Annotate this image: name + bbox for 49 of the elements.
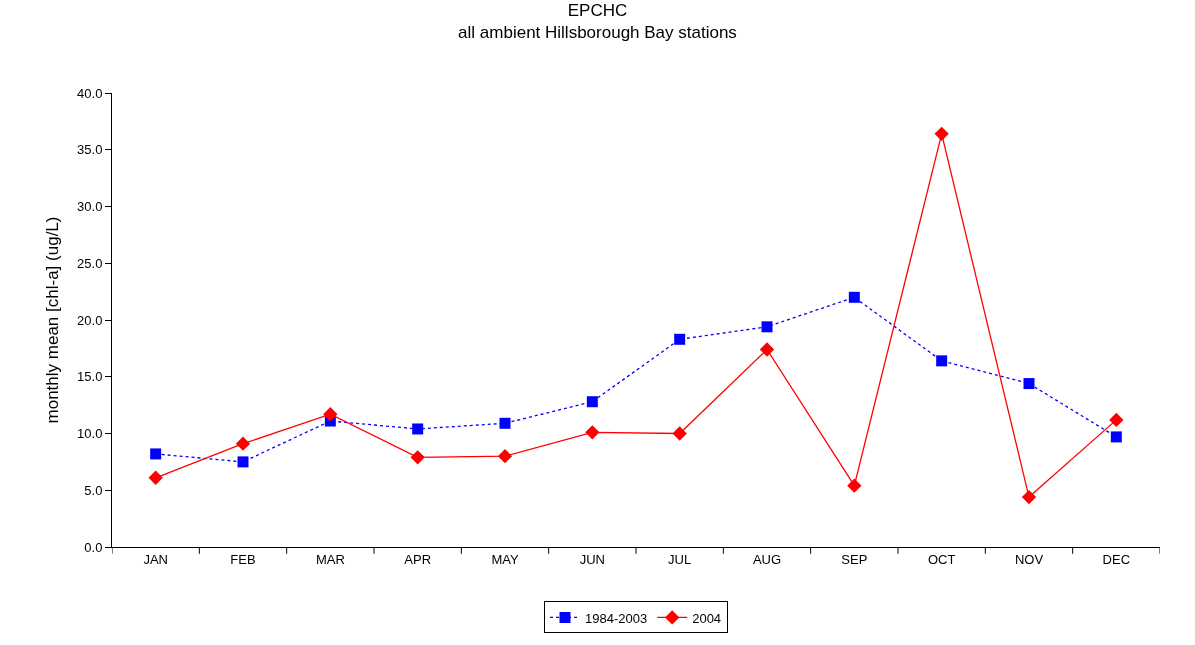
legend-label: 2004 xyxy=(692,610,722,626)
y-tick-label: 20.0 xyxy=(77,312,103,328)
x-tick-label: DEC xyxy=(1102,551,1131,567)
point xyxy=(237,456,249,468)
y-tick-label: 25.0 xyxy=(77,255,103,271)
point xyxy=(412,423,424,435)
point xyxy=(848,291,860,303)
point xyxy=(1021,489,1037,505)
y-tick-label: 5.0 xyxy=(84,482,103,498)
y-tick-label: 35.0 xyxy=(77,142,103,158)
x-tick-label: SEP xyxy=(841,551,868,567)
point xyxy=(674,333,686,345)
x-tick-label: JUN xyxy=(579,551,605,567)
x-tick-label: APR xyxy=(404,551,432,567)
point xyxy=(499,417,511,429)
point xyxy=(847,478,862,493)
point xyxy=(672,426,687,441)
y-tick-label: 15.0 xyxy=(77,369,103,385)
point xyxy=(585,425,600,440)
point xyxy=(410,450,425,465)
y-tick-label: 10.0 xyxy=(77,426,103,442)
x-tick-label: OCT xyxy=(927,551,956,567)
point xyxy=(148,470,163,485)
point xyxy=(1110,431,1122,443)
point xyxy=(235,436,251,451)
x-tick-label: AUG xyxy=(752,551,782,567)
legend-label: 1984-2003 xyxy=(585,610,648,626)
x-tick-label: JAN xyxy=(143,551,168,567)
point xyxy=(1023,378,1035,390)
chart-title: EPCHC xyxy=(567,1,628,21)
point xyxy=(936,355,948,367)
x-tick-label: NOV xyxy=(1014,551,1044,567)
x-tick-label: JUL xyxy=(668,551,692,567)
chart-subtitle: all ambient Hillsborough Bay stations xyxy=(458,23,737,43)
y-tick-label: 0.0 xyxy=(84,539,103,555)
y-tick-label: 30.0 xyxy=(77,199,103,215)
point xyxy=(150,448,162,460)
point xyxy=(1109,412,1124,428)
point xyxy=(586,396,598,408)
y-tick-label: 40.0 xyxy=(77,85,103,101)
point xyxy=(323,407,338,422)
point xyxy=(497,449,513,464)
x-tick-label: MAY xyxy=(491,551,519,567)
point xyxy=(934,126,949,142)
x-tick-label: MAR xyxy=(315,551,345,567)
point xyxy=(761,321,773,333)
y-axis-title: monthly mean [chl-a] (ug/L) xyxy=(42,216,62,424)
point xyxy=(759,342,775,357)
x-tick-label: FEB xyxy=(230,551,256,567)
